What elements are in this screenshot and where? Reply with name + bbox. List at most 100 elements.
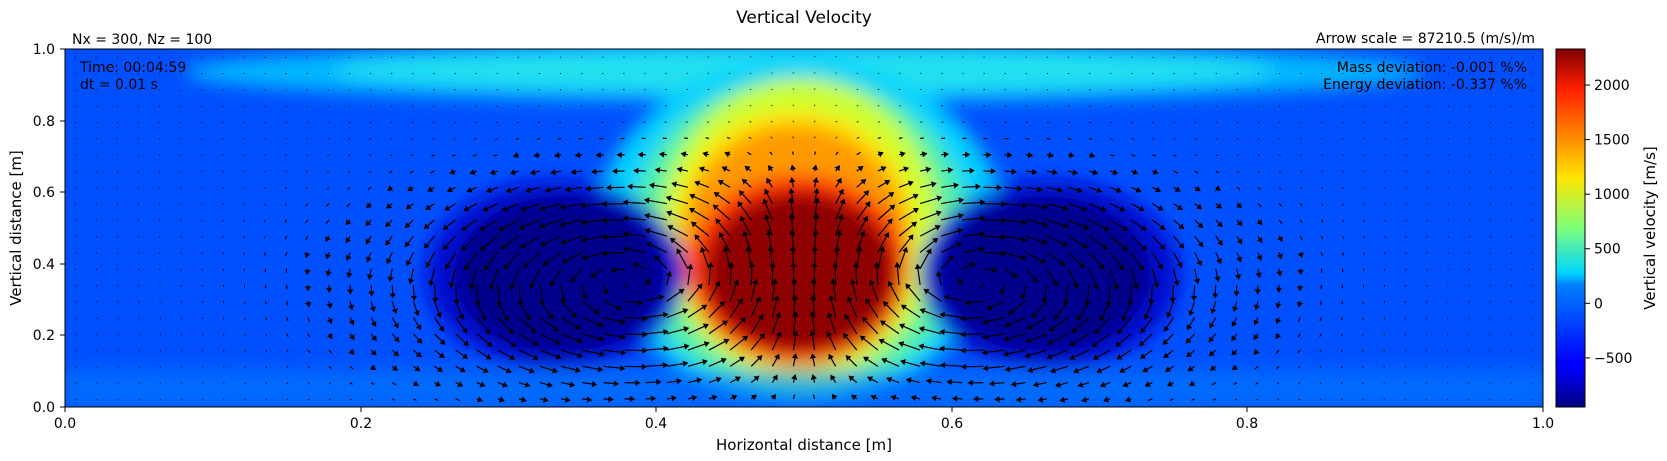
velocity-arrowhead xyxy=(620,318,626,325)
velocity-arrowhead xyxy=(520,242,527,248)
velocity-arrow xyxy=(1384,121,1386,124)
velocity-arrow xyxy=(1173,154,1177,157)
velocity-arrow xyxy=(222,56,224,59)
velocity-arrowhead xyxy=(830,374,836,381)
velocity-arrow xyxy=(1320,268,1323,273)
velocity-arrowhead xyxy=(633,167,639,174)
velocity-arrow xyxy=(1532,187,1534,189)
velocity-arrow xyxy=(180,333,183,336)
velocity-arrow xyxy=(411,138,414,140)
velocity-arrow xyxy=(244,398,246,401)
velocity-arrowhead xyxy=(428,280,435,287)
velocity-arrow xyxy=(75,382,77,384)
y-tick-label: 1.0 xyxy=(33,42,55,58)
velocity-arrow xyxy=(305,235,309,241)
velocity-arrowhead xyxy=(485,353,492,360)
velocity-arrow xyxy=(1489,382,1491,384)
velocity-arrow xyxy=(1173,170,1179,174)
velocity-arrowhead xyxy=(619,364,626,372)
velocity-arrowhead xyxy=(1027,151,1034,159)
velocity-arrowhead xyxy=(550,280,556,287)
velocity-arrow xyxy=(1447,56,1450,59)
velocity-arrow xyxy=(222,89,224,91)
velocity-arrow xyxy=(265,317,268,321)
velocity-arrowhead xyxy=(1210,308,1217,315)
velocity-arrowhead xyxy=(1073,367,1080,374)
velocity-arrowhead xyxy=(960,363,967,370)
velocity-arrow xyxy=(748,136,752,139)
velocity-arrowhead xyxy=(1174,186,1181,192)
velocity-arrowhead xyxy=(576,337,583,344)
velocity-arrow xyxy=(1531,382,1533,384)
velocity-arrow xyxy=(1321,89,1323,91)
velocity-arrow xyxy=(243,219,245,222)
velocity-arrowhead xyxy=(477,396,483,403)
velocity-arrowhead xyxy=(393,350,400,357)
velocity-arrow xyxy=(1489,349,1491,352)
velocity-arrowhead xyxy=(696,283,703,290)
velocity-arrowhead xyxy=(522,262,529,268)
velocity-arrow xyxy=(264,170,266,173)
velocity-arrow xyxy=(1384,138,1386,140)
velocity-arrowhead xyxy=(520,396,527,403)
velocity-arrowhead xyxy=(1046,353,1053,360)
velocity-arrowhead xyxy=(1081,242,1088,248)
velocity-arrowhead xyxy=(542,396,549,403)
velocity-arrow xyxy=(264,154,266,156)
velocity-arrowhead xyxy=(863,190,870,197)
velocity-arrow xyxy=(116,203,119,205)
velocity-arrowhead xyxy=(1047,339,1054,345)
velocity-arrow xyxy=(96,398,98,401)
velocity-arrowhead xyxy=(792,310,799,317)
velocity-arrowhead xyxy=(1297,269,1304,276)
velocity-arrowhead xyxy=(635,379,641,386)
velocity-arrowhead xyxy=(1139,353,1146,359)
velocity-arrow xyxy=(1447,219,1449,222)
velocity-arrow xyxy=(243,89,245,91)
velocity-arrowhead xyxy=(348,304,355,311)
velocity-arrow xyxy=(1511,56,1513,59)
velocity-arrowhead xyxy=(1159,243,1166,250)
velocity-arrowhead xyxy=(498,396,505,403)
velocity-arrowhead xyxy=(524,381,531,388)
velocity-arrowhead xyxy=(1059,396,1066,403)
velocity-arrowhead xyxy=(880,166,887,172)
velocity-arrowhead xyxy=(865,298,871,305)
velocity-arrowhead xyxy=(809,353,817,359)
velocity-arrowhead xyxy=(622,246,629,253)
velocity-arrow xyxy=(370,398,374,401)
velocity-arrow xyxy=(75,398,77,401)
velocity-arrow xyxy=(1447,138,1450,140)
velocity-arrowhead xyxy=(654,255,661,262)
velocity-arrowhead xyxy=(844,314,851,321)
velocity-arrow xyxy=(284,252,288,257)
velocity-arrowhead xyxy=(645,241,652,248)
velocity-arrowhead xyxy=(559,203,566,211)
velocity-arrow xyxy=(391,398,396,401)
velocity-arrow xyxy=(1278,138,1281,140)
velocity-arrowhead xyxy=(683,326,690,333)
velocity-arrowhead xyxy=(415,351,422,358)
velocity-arrowhead xyxy=(980,199,986,206)
velocity-arrowhead xyxy=(936,195,943,202)
velocity-arrow xyxy=(1320,203,1324,206)
velocity-arrow xyxy=(1384,105,1386,107)
velocity-arrowhead xyxy=(720,357,727,364)
velocity-arrow xyxy=(179,89,182,91)
velocity-arrow xyxy=(138,398,141,401)
velocity-arrow xyxy=(1510,349,1512,352)
velocity-arrow xyxy=(285,268,288,273)
velocity-arrow xyxy=(1532,121,1534,124)
velocity-arrowhead xyxy=(846,296,853,303)
velocity-arrowhead xyxy=(574,151,581,159)
velocity-arrowhead xyxy=(886,376,893,383)
velocity-arrowhead xyxy=(811,164,818,171)
velocity-arrowhead xyxy=(501,205,508,212)
velocity-arrowhead xyxy=(686,263,694,270)
velocity-arrow xyxy=(265,333,268,337)
velocity-arrowhead xyxy=(721,166,728,172)
velocity-arrowhead xyxy=(370,349,377,356)
velocity-arrowhead xyxy=(1212,293,1219,299)
velocity-arrow xyxy=(1405,56,1408,59)
velocity-arrow xyxy=(856,104,859,107)
